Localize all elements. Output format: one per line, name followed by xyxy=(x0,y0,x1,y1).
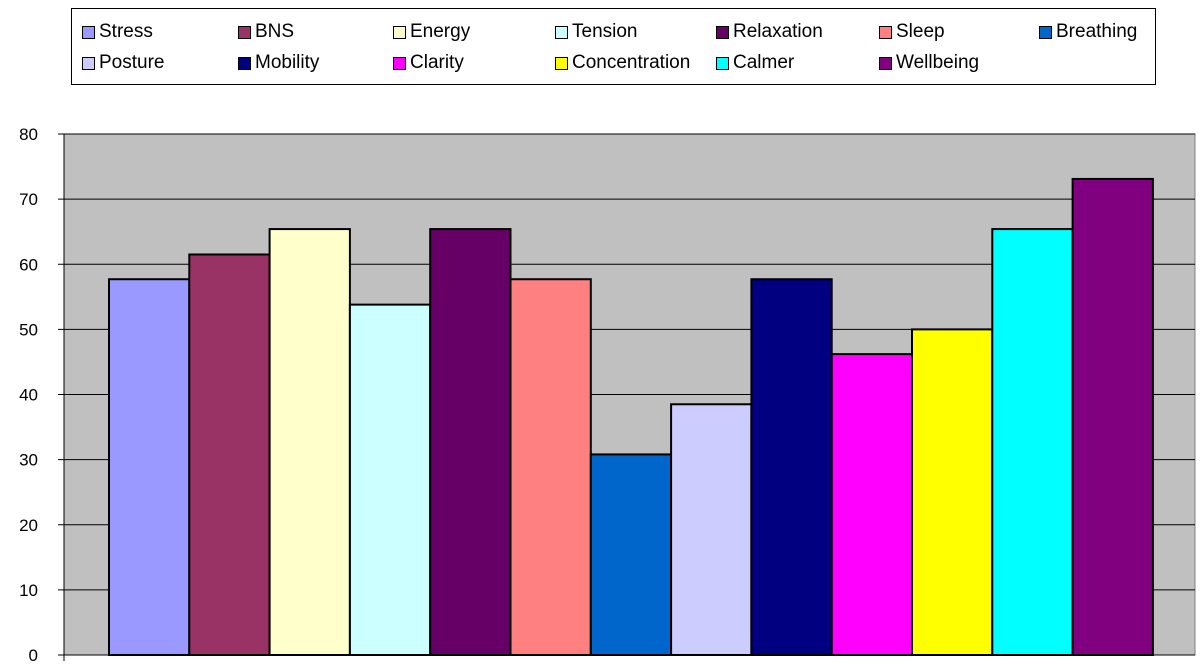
legend-item-breathing: Breathing xyxy=(1039,20,1137,44)
legend-item-mobility: Mobility xyxy=(238,51,319,75)
legend-label: Relaxation xyxy=(733,21,823,42)
y-tick-label: 70 xyxy=(19,190,38,209)
legend-label: Posture xyxy=(99,52,165,73)
legend-item-bns: BNS xyxy=(238,20,294,44)
legend-label: BNS xyxy=(255,21,295,42)
legend-swatch xyxy=(82,56,95,70)
bar-tension xyxy=(348,303,432,656)
legend-item-energy: Energy xyxy=(393,20,470,44)
bar-breathing xyxy=(589,453,673,657)
bar-bns xyxy=(188,253,271,656)
legend-swatch xyxy=(879,56,892,70)
legend-label: Tension xyxy=(572,21,638,42)
legend-label: Wellbeing xyxy=(896,52,980,73)
legend-label: Clarity xyxy=(410,52,464,73)
bar-concentration xyxy=(911,328,994,656)
legend-swatch xyxy=(555,56,568,70)
legend-label: Calmer xyxy=(733,52,795,73)
legend-swatch xyxy=(879,25,892,39)
bar-calmer xyxy=(991,228,1074,657)
chart-legend: Stress BNS Energy Tension Relaxation Sleep Bre… xyxy=(71,8,1156,85)
y-tick-label: 0 xyxy=(29,646,38,664)
legend-item-calmer: Calmer xyxy=(716,51,794,75)
y-tick-label: 50 xyxy=(19,320,38,339)
bar-posture xyxy=(670,403,753,656)
y-axis-ticks: 0 10 20 30 40 50 60 70 80 xyxy=(19,125,64,664)
legend-swatch xyxy=(82,25,95,39)
legend-swatch xyxy=(238,25,251,39)
y-tick-label: 40 xyxy=(19,386,38,405)
bar-sleep xyxy=(509,278,592,656)
legend-swatch xyxy=(393,25,406,39)
legend-swatch xyxy=(555,25,568,39)
legend-swatch xyxy=(716,25,729,39)
legend-label: Stress xyxy=(99,21,153,42)
y-tick-label: 30 xyxy=(19,451,38,470)
legend-item-concentration: Concentration xyxy=(555,51,690,75)
bar-mobility xyxy=(750,278,833,656)
bar-relaxation xyxy=(429,228,512,657)
legend-swatch xyxy=(238,56,251,70)
legend-swatch xyxy=(1039,25,1052,39)
legend-label: Mobility xyxy=(255,52,320,73)
legend-item-clarity: Clarity xyxy=(393,51,464,75)
legend-label: Concentration xyxy=(572,52,691,73)
legend-label: Energy xyxy=(410,21,471,42)
bars xyxy=(108,177,1154,657)
legend-item-wellbeing: Wellbeing xyxy=(879,51,979,75)
y-tick-label: 10 xyxy=(19,581,38,600)
bar-wellbeing xyxy=(1071,177,1154,656)
y-tick-label: 60 xyxy=(19,255,38,274)
legend-item-tension: Tension xyxy=(555,20,638,44)
legend-swatch xyxy=(716,56,729,70)
legend-label: Sleep xyxy=(896,21,945,42)
y-tick-label: 20 xyxy=(19,516,38,535)
legend-item-stress: Stress xyxy=(82,20,153,44)
legend-label: Breathing xyxy=(1056,21,1138,42)
bar-clarity xyxy=(830,353,914,656)
bar-stress xyxy=(108,278,191,656)
y-tick-label: 80 xyxy=(19,125,38,144)
legend-item-posture: Posture xyxy=(82,51,164,75)
legend-swatch xyxy=(393,56,406,70)
legend-item-sleep: Sleep xyxy=(879,20,945,44)
bar-energy xyxy=(268,228,351,657)
legend-item-relaxation: Relaxation xyxy=(716,20,823,44)
